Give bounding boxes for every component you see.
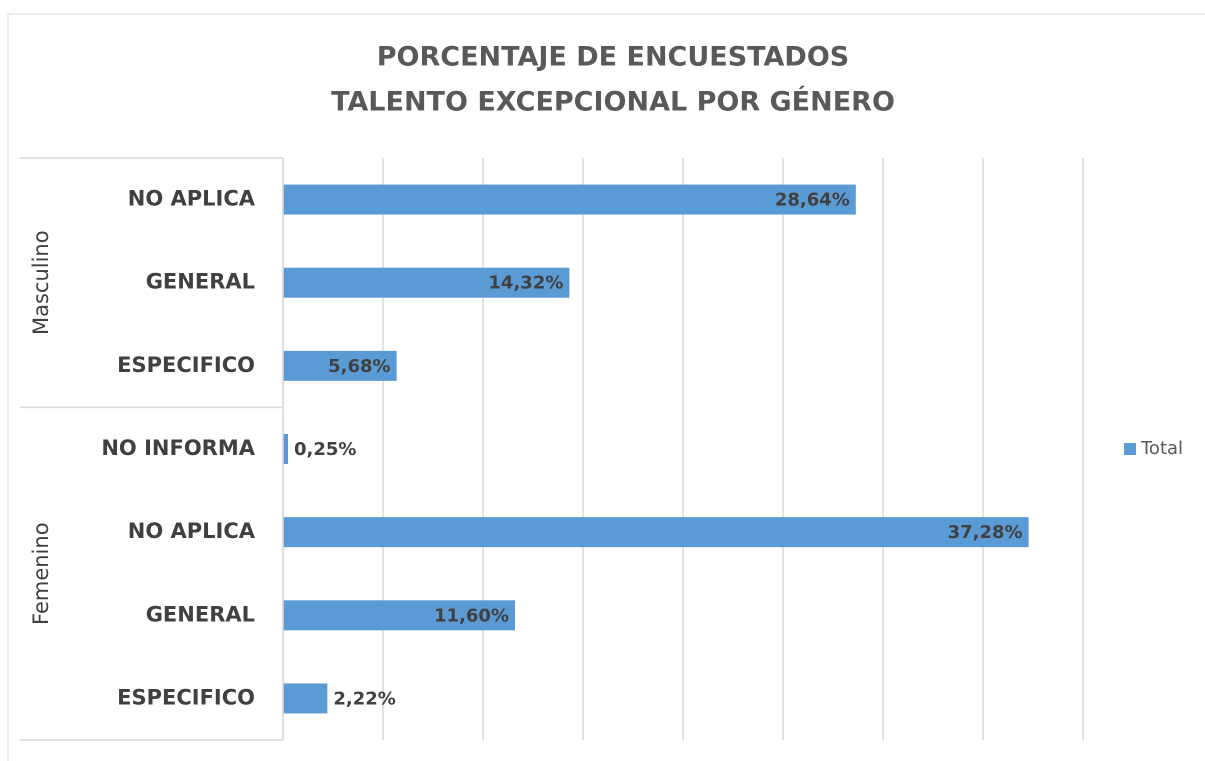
group-label: Masculino — [29, 230, 53, 335]
chart-title: TALENTO EXCEPCIONAL POR GÉNERO — [331, 86, 895, 118]
y-tick-label: GENERAL — [146, 270, 255, 294]
data-label: 28,64% — [775, 190, 850, 211]
chart-border — [7, 13, 1205, 761]
bar — [283, 600, 515, 631]
y-tick-label: NO APLICA — [128, 519, 256, 543]
data-label: 2,22% — [333, 688, 395, 709]
y-tick-label: GENERAL — [146, 602, 255, 626]
bar — [283, 350, 397, 381]
bar — [283, 683, 328, 714]
bar — [283, 434, 288, 464]
y-tick-label: NO INFORMA — [101, 436, 255, 460]
y-tick-label: NO APLICA — [128, 187, 256, 211]
bar — [283, 517, 1029, 548]
bar — [283, 267, 570, 298]
legend-swatch — [1124, 443, 1136, 455]
data-label: 11,60% — [434, 605, 509, 626]
bar — [283, 184, 856, 215]
y-tick-label: ESPECIFICO — [117, 685, 255, 709]
y-tick-label: ESPECIFICO — [117, 353, 255, 377]
legend-label: Total — [1140, 438, 1183, 459]
data-label: 14,32% — [488, 273, 563, 294]
data-label: 5,68% — [328, 356, 390, 377]
data-label: 0,25% — [294, 439, 356, 460]
chart-title: PORCENTAJE DE ENCUESTADOS — [377, 42, 849, 73]
data-label: 37,28% — [948, 522, 1023, 543]
group-label: Femenino — [29, 522, 53, 625]
